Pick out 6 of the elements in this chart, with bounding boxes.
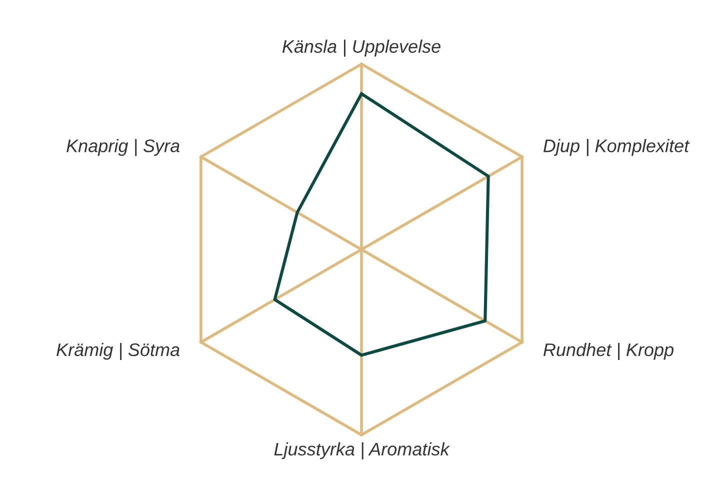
spoke-label: Känsla | Upplevelse [282,40,440,57]
spoke-label: Djup | Komplexitet [543,138,690,156]
spoke-label: Rundhet | Kropp [543,342,674,360]
spoke-label: Ljusstyrka | Aromatisk [274,442,450,460]
spoke-label: Krämig | Sötma [56,342,180,360]
spoke-label: Knaprig | Syra [66,138,180,156]
